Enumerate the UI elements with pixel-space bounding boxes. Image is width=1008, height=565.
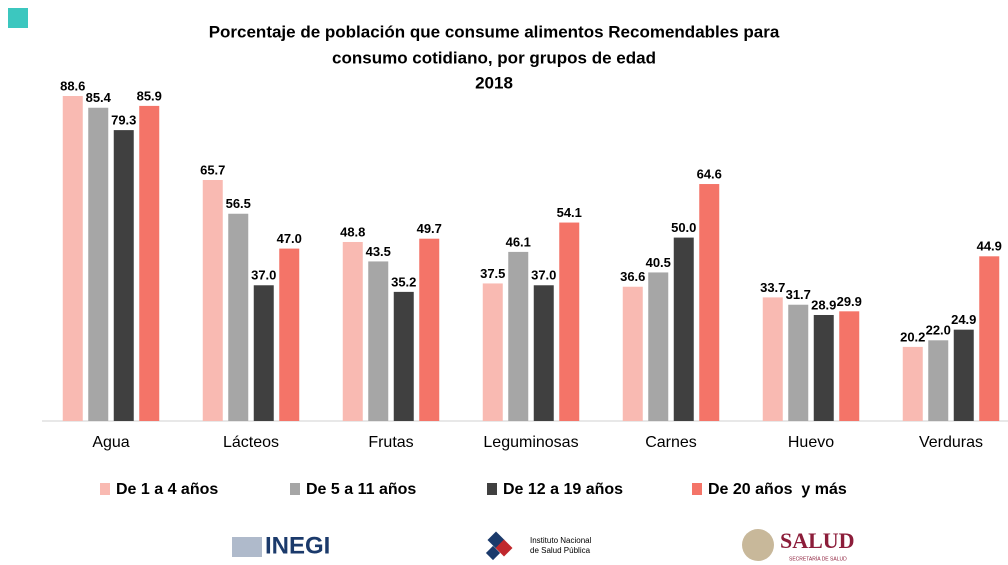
bar [813, 314, 834, 421]
x-tick-label: Lácteos [223, 434, 279, 451]
salud-logo: SALUD SECRETARÍA DE SALUD [742, 528, 855, 562]
x-tick-label: Verduras [919, 434, 983, 451]
data-label: 56.5 [226, 196, 251, 211]
data-label: 43.5 [366, 244, 391, 259]
x-tick-label: Agua [92, 434, 129, 451]
data-label: 37.0 [251, 268, 276, 283]
insp-logo: Instituto Nacional de Salud Pública [485, 531, 592, 561]
data-label: 28.9 [811, 297, 836, 312]
data-label: 36.6 [620, 269, 645, 284]
bar [762, 297, 783, 421]
bar [253, 285, 274, 421]
bar [559, 222, 580, 421]
bar [979, 256, 1000, 421]
data-label: 49.7 [417, 221, 442, 236]
data-label: 37.0 [531, 268, 556, 283]
bar [699, 184, 720, 421]
legend-label: De 5 a 11 años [306, 481, 416, 498]
corner-badge [8, 8, 28, 28]
bar [202, 180, 223, 421]
bar [113, 130, 134, 421]
x-tick-label: Carnes [645, 434, 697, 451]
data-label: 31.7 [786, 287, 811, 302]
data-label: 88.6 [60, 78, 85, 93]
legend-swatch [100, 483, 110, 495]
chart-title: Porcentaje de población que consume alim… [209, 22, 780, 41]
bar [839, 311, 860, 421]
bar [482, 283, 503, 421]
bar [419, 238, 440, 421]
bar [673, 237, 694, 421]
bar [88, 107, 109, 421]
bar [953, 329, 974, 421]
data-label: 50.0 [671, 220, 696, 235]
bar [928, 340, 949, 421]
bar [508, 251, 529, 421]
bar [622, 286, 643, 421]
data-label: 64.6 [697, 166, 722, 181]
logo-text: SECRETARÍA DE SALUD [789, 555, 847, 562]
logo-text: de Salud Pública [530, 546, 591, 555]
legend-label: De 12 a 19 años [503, 481, 623, 498]
bar [648, 272, 669, 421]
inegi-logo: INEGI [232, 532, 330, 559]
x-tick-label: Huevo [788, 434, 834, 451]
legend-swatch [692, 483, 702, 495]
bar [62, 96, 83, 421]
logo-text: INEGI [265, 532, 330, 559]
data-label: 65.7 [200, 162, 225, 177]
data-label: 85.9 [137, 88, 162, 103]
x-tick-label: Leguminosas [483, 434, 578, 451]
bar [342, 241, 363, 421]
data-label: 29.9 [837, 294, 862, 309]
bar [393, 291, 414, 421]
legend-label: De 20 años y más [708, 481, 847, 498]
bar [228, 213, 249, 421]
data-label: 33.7 [760, 280, 785, 295]
chart-title: consumo cotidiano, por grupos de edad [332, 48, 656, 67]
data-label: 85.4 [86, 90, 112, 105]
data-label: 24.9 [951, 312, 976, 327]
x-tick-label: Frutas [368, 434, 413, 451]
data-label: 46.1 [506, 234, 531, 249]
data-label: 37.5 [480, 266, 505, 281]
data-label: 47.0 [277, 231, 302, 246]
bar [279, 248, 300, 421]
logo-text: SALUD [780, 528, 855, 553]
data-label: 79.3 [111, 113, 136, 128]
data-label: 22.0 [926, 323, 951, 338]
data-label: 35.2 [391, 274, 416, 289]
legend-label: De 1 a 4 años [116, 481, 218, 498]
data-label: 20.2 [900, 329, 925, 344]
data-label: 54.1 [557, 205, 582, 220]
bar [368, 261, 389, 421]
data-label: 44.9 [977, 239, 1002, 254]
bar [788, 304, 809, 421]
chart-title: 2018 [475, 73, 513, 92]
bar [902, 346, 923, 421]
bar [533, 285, 554, 421]
legend-swatch [290, 483, 300, 495]
data-label: 40.5 [646, 255, 671, 270]
data-label: 48.8 [340, 224, 365, 239]
bar [139, 105, 160, 422]
legend-swatch [487, 483, 497, 495]
logo-text: Instituto Nacional [530, 536, 592, 545]
